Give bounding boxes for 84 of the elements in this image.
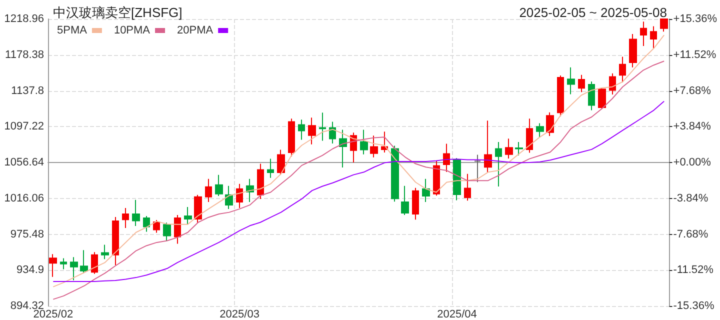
candlestick xyxy=(184,206,192,225)
candlestick xyxy=(277,149,285,176)
chart-subtitle: 2025-02-05 ~ 2025-05-08 xyxy=(519,5,667,20)
legend-label: 20PMA xyxy=(177,24,214,36)
candlestick xyxy=(505,138,513,159)
y-tick-label: 975.48 xyxy=(10,228,44,240)
candlestick xyxy=(578,74,585,93)
x-tick-label: 2025/02 xyxy=(33,308,74,320)
y2-tick-label: +7.68% xyxy=(673,84,712,97)
candlestick xyxy=(536,122,544,138)
candlestick xyxy=(101,244,109,260)
candlestick xyxy=(339,129,347,168)
candlestick xyxy=(629,33,637,68)
candlestick xyxy=(515,142,523,156)
candlestick xyxy=(215,174,223,196)
candlestick xyxy=(598,88,606,109)
candlestick xyxy=(526,118,533,154)
candlestick xyxy=(132,199,140,227)
candlestick xyxy=(640,21,647,47)
candlestick xyxy=(422,178,430,202)
x-tick-label: 2025/04 xyxy=(437,308,477,320)
y2-tick-label: +3.84% xyxy=(673,120,712,133)
legend-label: 5PMA xyxy=(56,24,88,36)
candlestick xyxy=(557,74,564,117)
y2-tick-label: +11.52% xyxy=(673,48,716,61)
candlestick xyxy=(267,158,274,178)
x-tick-label: 2025/03 xyxy=(220,308,260,320)
candlestick xyxy=(443,143,450,172)
candlestick xyxy=(91,252,98,274)
chart-title: 中汉玻璃卖空[ZHSFG] xyxy=(53,5,182,20)
y2-tick-label: -3.84% xyxy=(673,192,708,204)
candlestick xyxy=(153,220,160,234)
candlestick xyxy=(567,66,575,95)
candlestick xyxy=(205,178,212,202)
y2-tick-label: -15.36% xyxy=(673,300,714,312)
candlestick xyxy=(391,145,399,202)
candlestick xyxy=(60,258,67,270)
candlestick xyxy=(70,256,78,281)
candlestick xyxy=(194,194,202,224)
candlestick xyxy=(401,185,409,216)
candlestick xyxy=(495,142,502,187)
candlestick xyxy=(433,160,440,196)
y-tick-label: 1097.22 xyxy=(4,120,44,133)
candlestick xyxy=(609,72,616,96)
candlestick xyxy=(329,121,336,144)
candlestick xyxy=(453,158,461,201)
candlestick xyxy=(174,214,181,244)
y2-tick-label: +15.36% xyxy=(673,13,718,25)
candlestick xyxy=(225,185,233,210)
candlestick xyxy=(412,187,419,220)
y2-tick-label: -7.68% xyxy=(673,228,708,240)
candlestick xyxy=(163,222,171,242)
candlestick xyxy=(319,112,326,142)
line-series xyxy=(52,100,665,282)
candlestick xyxy=(308,117,316,145)
y-tick-label: 1056.64 xyxy=(4,156,44,168)
y-tick-label: 1137.8 xyxy=(11,84,44,97)
candlestick xyxy=(288,118,295,157)
candlestick xyxy=(464,173,471,202)
y2-tick-label: +0.00% xyxy=(673,156,712,168)
y-tick-label: 1218.96 xyxy=(4,13,44,25)
y2-tick-label: -11.52% xyxy=(673,264,714,276)
candlestick xyxy=(143,216,150,232)
candlestick xyxy=(360,129,368,155)
candlestick xyxy=(546,112,554,137)
y-tick-label: 1178.38 xyxy=(5,48,44,61)
candlestick xyxy=(298,119,305,140)
candlestick xyxy=(80,250,88,274)
candlestick xyxy=(484,120,492,173)
candlestick xyxy=(660,18,668,32)
candlestick xyxy=(112,216,119,266)
candlestick xyxy=(257,163,264,200)
candlestick xyxy=(619,56,626,84)
y-tick-label: 934.9 xyxy=(16,264,44,276)
y-tick-label: 1016.06 xyxy=(4,192,44,204)
candlestick xyxy=(588,80,595,111)
candlestick xyxy=(122,207,129,229)
candlestick xyxy=(236,183,243,208)
legend-label: 10PMA xyxy=(114,24,151,36)
candlestick xyxy=(474,154,481,183)
candlestick xyxy=(370,135,378,158)
candlestick xyxy=(650,26,657,49)
candlestick xyxy=(49,254,57,278)
candlestick xyxy=(381,131,388,153)
